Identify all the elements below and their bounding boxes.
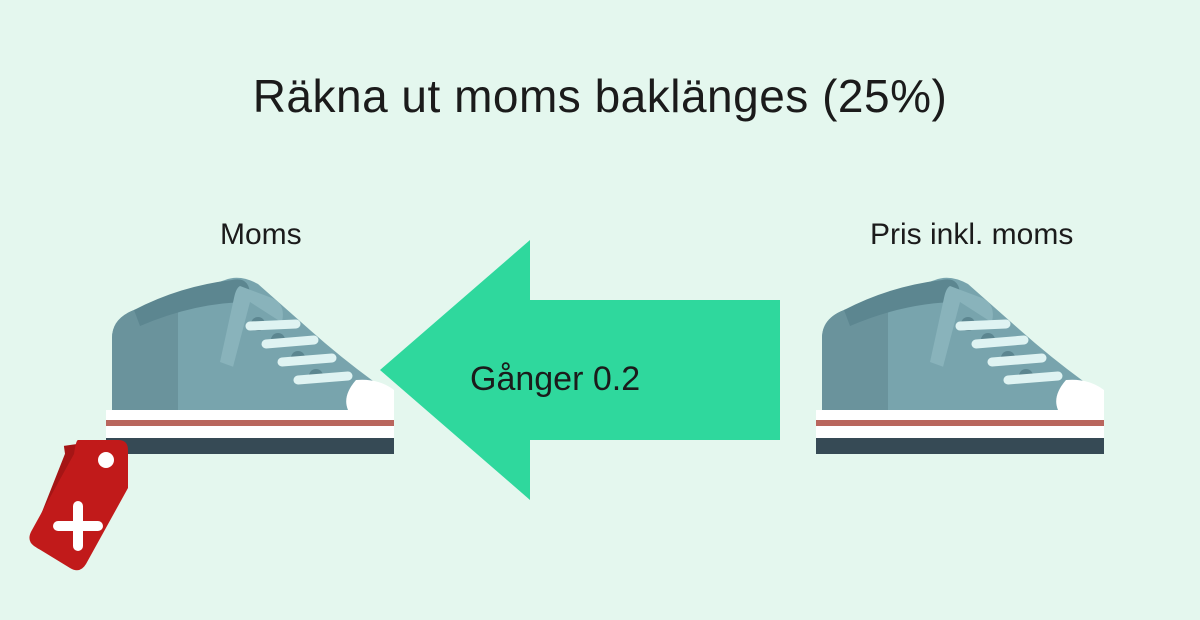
left-label-moms: Moms [220, 218, 302, 252]
arrow-label: Gånger 0.2 [470, 360, 640, 399]
infographic-canvas: Räkna ut moms baklänges (25%) Moms Pris … [0, 0, 1200, 620]
arrow-left-icon: Gånger 0.2 [380, 230, 780, 510]
shoe-icon [810, 268, 1110, 463]
price-tag-plus-icon [20, 430, 170, 585]
page-title: Räkna ut moms baklänges (25%) [0, 69, 1200, 123]
right-label-pris-inkl-moms: Pris inkl. moms [870, 218, 1073, 252]
